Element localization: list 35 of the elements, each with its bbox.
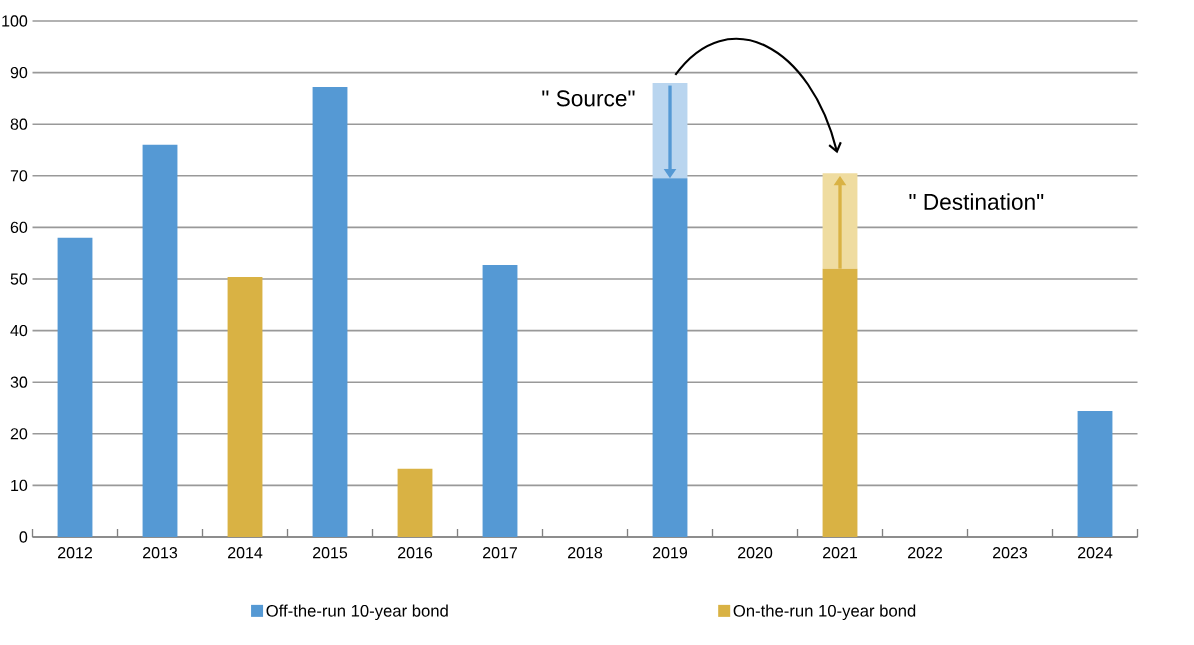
bar (142, 144, 178, 537)
x-tick-label: 2016 (398, 547, 433, 559)
y-tick-label: 20 (10, 428, 28, 440)
y-tick-label: 30 (10, 376, 28, 388)
x-tick-label: 2019 (653, 547, 688, 559)
y-tick-label: 70 (10, 170, 28, 182)
x-tick-label: 2014 (228, 547, 263, 559)
x-tick-label: 2013 (143, 547, 178, 559)
y-tick-label: 0 (19, 531, 28, 543)
legend-label: Off-the-run 10-year bond (266, 604, 448, 621)
bar (1077, 411, 1113, 537)
x-tick-label: 2020 (738, 547, 773, 559)
x-tick-label: 2015 (313, 547, 348, 559)
annotation: " Source" (542, 90, 635, 107)
y-tick-label: 100 (2, 15, 28, 27)
bar (482, 265, 518, 537)
x-tick-label: 2021 (823, 547, 858, 559)
annotation: " Destination" (909, 193, 1044, 210)
bar (57, 237, 93, 537)
legend-label: On-the-run 10-year bond (733, 604, 916, 621)
bar (312, 87, 348, 537)
bar (397, 468, 433, 537)
y-tick-label: 60 (10, 221, 28, 234)
y-tick-label: 90 (10, 66, 28, 79)
y-tick-label: 80 (10, 118, 28, 130)
x-tick-label: 2017 (483, 547, 517, 559)
y-tick-label: 40 (10, 324, 28, 337)
x-tick-label: 2023 (993, 547, 1028, 559)
y-tick-label: 10 (11, 479, 28, 492)
y-tick-label: 50 (10, 273, 28, 285)
x-tick-label: 2024 (1078, 547, 1113, 559)
bar (227, 276, 263, 537)
x-tick-label: 2022 (908, 547, 942, 559)
x-tick-label: 2012 (58, 547, 92, 559)
x-tick-label: 2018 (568, 547, 603, 559)
